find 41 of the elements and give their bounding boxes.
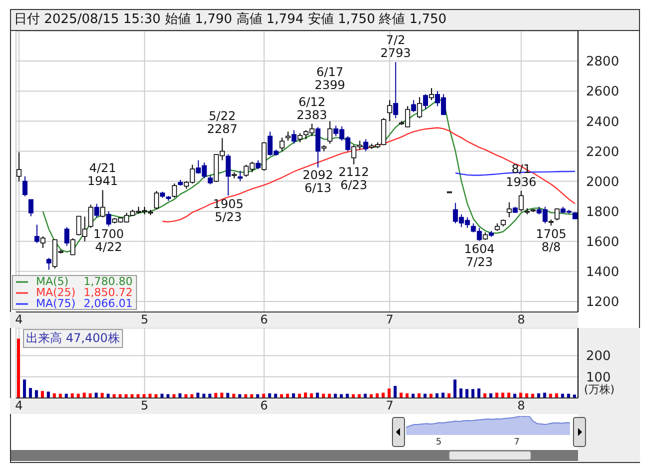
x-tick-label: 7 bbox=[514, 437, 520, 448]
legend-label: MA(25) bbox=[36, 286, 76, 299]
y-tick-label: 200 bbox=[586, 349, 611, 364]
y-tick-label: 2200 bbox=[586, 144, 620, 160]
y-tick-label: 2000 bbox=[586, 174, 620, 190]
x-tick-label: 5 bbox=[140, 398, 148, 413]
annotation: 6/12 2383 bbox=[296, 94, 328, 122]
y-tick-label: 2800 bbox=[586, 54, 620, 70]
y-tick-label: 1600 bbox=[586, 234, 620, 250]
x-tick-label: 8 bbox=[517, 312, 526, 327]
y-tick-label: 1400 bbox=[586, 265, 620, 280]
x-tick-label: 5 bbox=[436, 437, 442, 448]
annotation: 7/2 2793 bbox=[379, 33, 412, 60]
annotation: 5/22 2287 bbox=[206, 109, 239, 136]
annotation: 1,850.72 bbox=[84, 286, 133, 299]
y-tick-label: 2600 bbox=[586, 84, 620, 100]
annotation: 2,066.01 bbox=[84, 297, 133, 310]
chart-title: 日付 2025/08/15 15:30 始値 1,790 高値 1,794 安値 1,750 終値 1,750 bbox=[10, 9, 640, 31]
y-tick-label: 2400 bbox=[586, 114, 620, 130]
annotation: 4/21 1941 bbox=[86, 161, 119, 188]
x-tick-label: 8 bbox=[517, 398, 526, 413]
x-tick-label: 6 bbox=[260, 312, 268, 327]
chart-title: 出来高 47,400株 bbox=[23, 329, 123, 348]
x-tick-label: 4 bbox=[15, 398, 23, 413]
annotation: 6/17 2399 bbox=[314, 65, 346, 92]
annotation: 1604 7/23 bbox=[463, 242, 496, 269]
y-tick-label: 1800 bbox=[586, 204, 620, 220]
y-tick-label: 1200 bbox=[586, 295, 620, 310]
x-tick-label: 5 bbox=[140, 312, 148, 327]
annotation: 1,780.80 bbox=[84, 275, 133, 288]
annotation: 1700 4/22 bbox=[92, 227, 125, 254]
annotation: 1905 5/23 bbox=[212, 196, 244, 224]
x-tick-label: 7 bbox=[386, 398, 394, 413]
legend-label: MA(75) bbox=[36, 297, 76, 310]
x-tick-label: 7 bbox=[386, 312, 394, 327]
x-tick-label: 6 bbox=[260, 398, 268, 413]
x-tick-label: 4 bbox=[15, 312, 23, 327]
annotation: 2092 6/13 bbox=[302, 168, 334, 196]
legend-label: MA(5) bbox=[36, 275, 69, 288]
annotation: 2112 6/23 bbox=[338, 165, 370, 192]
annotation: 1705 8/8 bbox=[534, 226, 568, 254]
